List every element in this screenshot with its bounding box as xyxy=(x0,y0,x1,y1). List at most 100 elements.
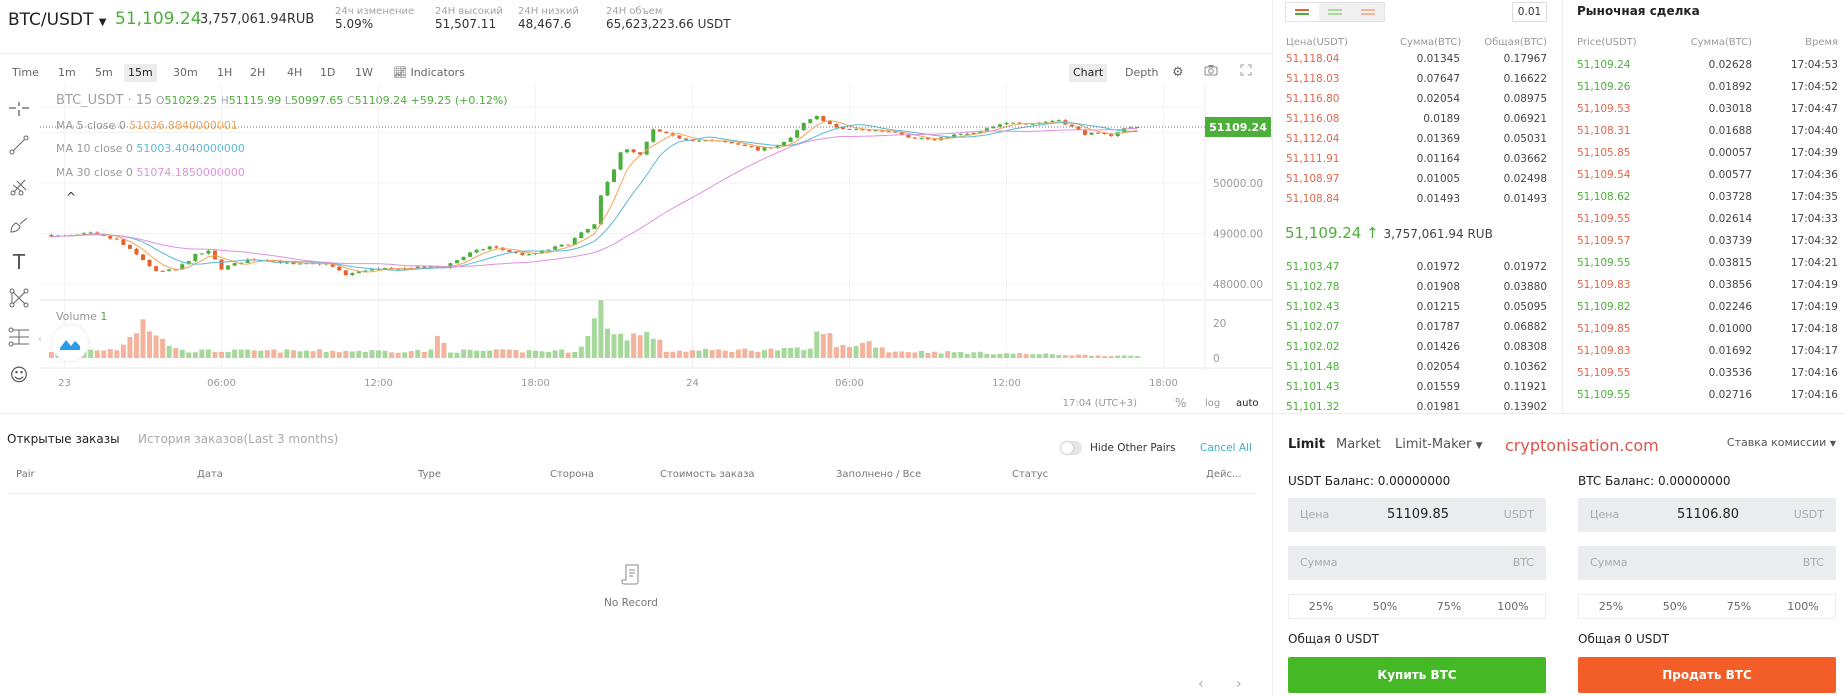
candlestick-chart[interactable]: 50000.00 49000.00 48000.00 23 06:00 12:00 18:0… xyxy=(0,0,1272,415)
no-record-text: No Record xyxy=(604,597,658,609)
volume-bar xyxy=(127,337,133,358)
trade-price: 51,109.57 xyxy=(1577,235,1631,247)
chart-time-zone: 17:04 (UTC+3) xyxy=(1062,398,1137,409)
chevron-left-icon[interactable]: ‹ xyxy=(38,334,42,345)
auto-scale-toggle[interactable]: auto xyxy=(1236,398,1259,409)
candle-body xyxy=(186,261,191,265)
percent-75%-button[interactable]: 75% xyxy=(1726,600,1752,613)
candle-body xyxy=(199,253,204,255)
percent-50%-button[interactable]: 50% xyxy=(1372,600,1398,613)
tab-open-orders[interactable]: Открытые заказы xyxy=(7,432,120,446)
timeframe-4H[interactable]: 4H xyxy=(287,66,303,79)
candle-body xyxy=(782,141,787,146)
hide-other-pairs-toggle[interactable] xyxy=(1060,441,1082,455)
pattern-icon[interactable] xyxy=(6,285,32,311)
tab-order-history[interactable]: История заказов(Last 3 months) xyxy=(138,432,339,446)
indicators-button[interactable]: 📈︎ Indicators xyxy=(393,66,465,79)
trade-amount: 0.03536 xyxy=(1708,367,1752,379)
view-bids-icon[interactable] xyxy=(1319,3,1352,21)
stat-1: 24H высокий 51,507.11 xyxy=(435,6,503,31)
stat-value: 5.09% xyxy=(335,17,374,31)
price: 51,111.91 xyxy=(1286,153,1340,165)
buy-button[interactable]: Купить BTC xyxy=(1288,657,1546,693)
candle-body xyxy=(742,144,747,147)
percent-100%-button[interactable]: 100% xyxy=(1787,600,1819,613)
tab-market[interactable]: Market xyxy=(1336,437,1381,452)
text-tool-icon[interactable]: T xyxy=(12,250,26,274)
fullscreen-icon[interactable] xyxy=(1236,64,1256,82)
emoji-icon[interactable]: ☺ xyxy=(9,364,29,386)
candle-body xyxy=(612,169,616,182)
percent-25%-button[interactable]: 25% xyxy=(1598,600,1624,613)
next-page-button[interactable]: › xyxy=(1236,676,1242,692)
ma10-label: MA 10 close 0 xyxy=(56,142,133,155)
camera-icon[interactable] xyxy=(1200,64,1222,82)
tab-limit[interactable]: Limit xyxy=(1288,437,1325,452)
percent-25%-button[interactable]: 25% xyxy=(1308,600,1334,613)
percent-100%-button[interactable]: 100% xyxy=(1497,600,1529,613)
timeframe-1m[interactable]: 1m xyxy=(58,66,76,79)
volume-bar xyxy=(480,351,486,358)
timeframe-15m[interactable]: 15m xyxy=(124,64,157,82)
percent-50%-button[interactable]: 50% xyxy=(1662,600,1688,613)
candle-body xyxy=(834,123,839,128)
volume-bar xyxy=(539,351,545,358)
view-both-icon[interactable] xyxy=(1286,3,1319,21)
timeframe-2H[interactable]: 2H xyxy=(250,66,266,79)
log-scale-toggle[interactable]: log xyxy=(1205,398,1221,409)
trade-amount: 0.03739 xyxy=(1708,235,1752,247)
candle-body xyxy=(978,130,983,133)
chart-view-button[interactable]: Chart xyxy=(1069,64,1108,82)
pitchfork-icon[interactable] xyxy=(6,174,32,200)
sell-button[interactable]: Продать BTC xyxy=(1578,657,1836,693)
fee-rate-dropdown[interactable]: Ставка комиссии ▼ xyxy=(1700,436,1836,449)
timeframe-30m[interactable]: 30m xyxy=(173,66,198,79)
timeframe-1W[interactable]: 1W xyxy=(355,66,373,79)
volume-bar xyxy=(977,351,983,358)
trend-line-icon[interactable] xyxy=(6,132,32,158)
measure-icon[interactable] xyxy=(6,324,32,350)
volume-bar xyxy=(186,352,192,358)
candle-body xyxy=(854,129,859,131)
candle-body xyxy=(1096,132,1101,134)
volume-bar xyxy=(447,352,453,358)
orderbook-view-toggle[interactable] xyxy=(1285,2,1385,22)
volume-bar xyxy=(578,346,584,358)
buy-amount-input[interactable]: Сумма BTC xyxy=(1288,546,1546,580)
crosshair-icon[interactable] xyxy=(6,95,32,121)
timeframe-Time[interactable]: Time xyxy=(12,66,39,79)
pair-selector[interactable]: BTC/USDT ▼ xyxy=(8,10,106,30)
tab-limit-maker[interactable]: Limit-Maker ▼ xyxy=(1395,437,1483,452)
volume-bar xyxy=(938,353,944,358)
depth-view-button[interactable]: Depth xyxy=(1125,66,1159,79)
prev-page-button[interactable]: ‹ xyxy=(1198,676,1204,692)
price: 51,101.48 xyxy=(1286,361,1340,373)
percent-scale-toggle[interactable]: % xyxy=(1175,396,1187,410)
cancel-all-button[interactable]: Cancel All xyxy=(1200,442,1252,454)
brush-icon[interactable] xyxy=(6,212,32,238)
volume-bar xyxy=(546,351,552,358)
candle-body xyxy=(840,127,845,129)
buy-price-input[interactable]: Цена 51109.85 USDT xyxy=(1288,498,1546,532)
trade-time: 17:04:16 xyxy=(1790,389,1838,401)
price-group-select[interactable]: 0.01 xyxy=(1512,2,1547,22)
gear-icon[interactable]: ⚙ xyxy=(1172,65,1184,80)
total: 0.06921 xyxy=(1503,113,1547,125)
timeframe-1H[interactable]: 1H xyxy=(217,66,233,79)
collapse-legend-button[interactable]: ^ xyxy=(66,190,77,204)
total: 0.06882 xyxy=(1503,321,1547,333)
view-asks-icon[interactable] xyxy=(1351,3,1384,21)
percent-75%-button[interactable]: 75% xyxy=(1436,600,1462,613)
volume-bar xyxy=(369,350,375,358)
trade-time: 17:04:18 xyxy=(1790,323,1838,335)
volume-bar xyxy=(376,350,381,358)
sell-price-input[interactable]: Цена 51106.80 USDT xyxy=(1578,498,1836,532)
trade-amount: 0.02716 xyxy=(1708,389,1752,401)
timeframe-1D[interactable]: 1D xyxy=(320,66,336,79)
volume-bar xyxy=(892,351,898,358)
candle-body xyxy=(350,273,355,276)
sell-amount-input[interactable]: Сумма BTC xyxy=(1578,546,1836,580)
candle-body xyxy=(873,130,878,132)
candle-body xyxy=(167,269,172,271)
timeframe-5m[interactable]: 5m xyxy=(95,66,113,79)
